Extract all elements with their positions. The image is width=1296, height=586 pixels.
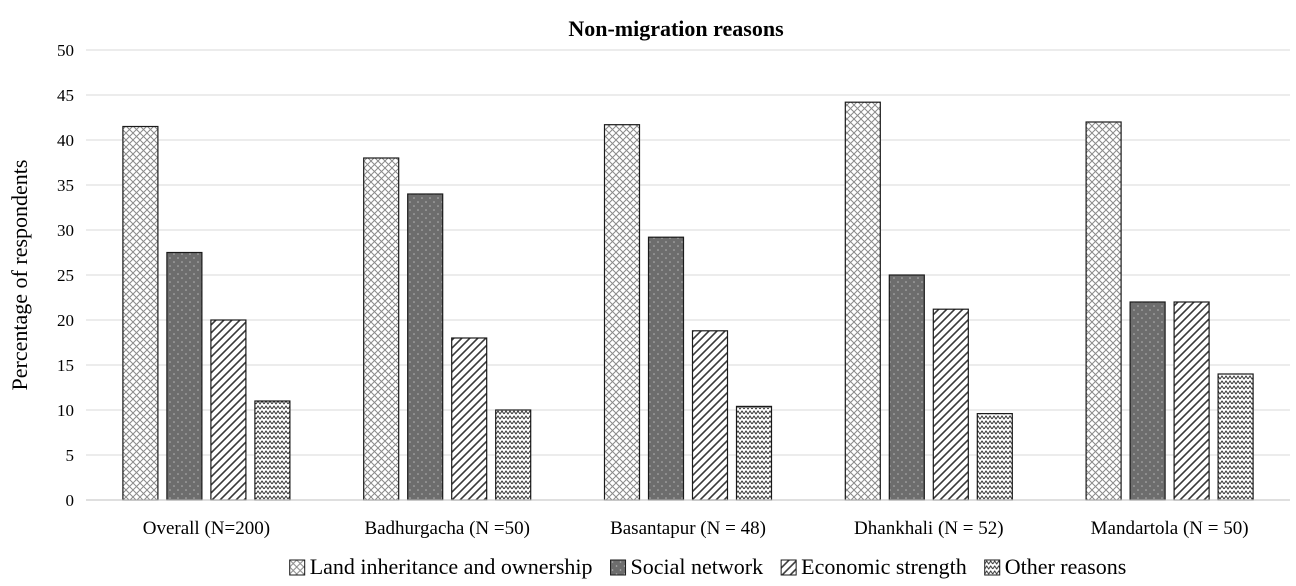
legend: Land inheritance and ownership Social net… [289,554,1127,579]
legend-item: Social network [610,554,764,579]
category-label: Basantapur (N = 48) [610,518,766,539]
category-label: Overall (N=200) [143,518,270,539]
y-tick-label: 20 [57,311,74,330]
bar-dots [166,251,203,501]
legend-item: Land inheritance and ownership [289,554,593,579]
bar-crosshatch [122,125,159,501]
bar-zigzag [495,409,532,501]
legend-label: Economic strength [801,554,967,579]
legend-label: Social network [631,554,764,579]
bar-dots [888,274,925,501]
legend-label: Other reasons [1005,554,1127,579]
y-axis-ticks: 0 5 10 15 20 25 30 35 40 45 50 [57,41,74,510]
bar-diagonal [1173,301,1210,501]
y-tick-label: 50 [57,41,74,60]
bar-dots [407,193,444,501]
y-tick-label: 40 [57,131,74,150]
bars [122,101,1254,501]
y-tick-label: 30 [57,221,74,240]
y-tick-label: 35 [57,176,74,195]
legend-label: Land inheritance and ownership [310,554,593,579]
bar-diagonal [932,308,969,501]
bar-diagonal [451,337,488,501]
legend-swatch [289,559,306,576]
legend-item: Economic strength [780,554,967,579]
y-tick-label: 5 [66,446,75,465]
y-tick-label: 45 [57,86,74,105]
chart-title: Non-migration reasons [568,16,784,41]
y-tick-label: 0 [66,491,75,510]
y-tick-label: 15 [57,356,74,375]
category-label: Badhurgacha (N =50) [364,518,529,539]
bar-crosshatch [603,124,641,501]
category-label: Mandartola (N = 50) [1091,518,1249,539]
bar-zigzag [976,413,1013,501]
bar-zigzag [1217,373,1254,501]
bar-diagonal [691,330,729,501]
category-labels: Overall (N=200) Badhurgacha (N =50) Basant… [143,518,1249,539]
bar-crosshatch [1085,121,1122,501]
bar-zigzag [254,400,291,501]
bar-diagonal [210,319,247,501]
legend-swatch [984,559,1001,576]
bar-dots [1129,301,1166,501]
y-tick-label: 10 [57,401,74,420]
bar-crosshatch [844,101,881,501]
y-tick-label: 25 [57,266,74,285]
bar-crosshatch [363,157,400,501]
y-axis-label: Percentage of respondents [7,160,32,391]
bar-zigzag [735,405,773,501]
legend-swatch [610,559,627,576]
legend-swatch [780,559,797,576]
category-label: Dhankhali (N = 52) [854,518,1004,539]
bar-dots [647,236,685,501]
legend-item: Other reasons [984,554,1127,579]
